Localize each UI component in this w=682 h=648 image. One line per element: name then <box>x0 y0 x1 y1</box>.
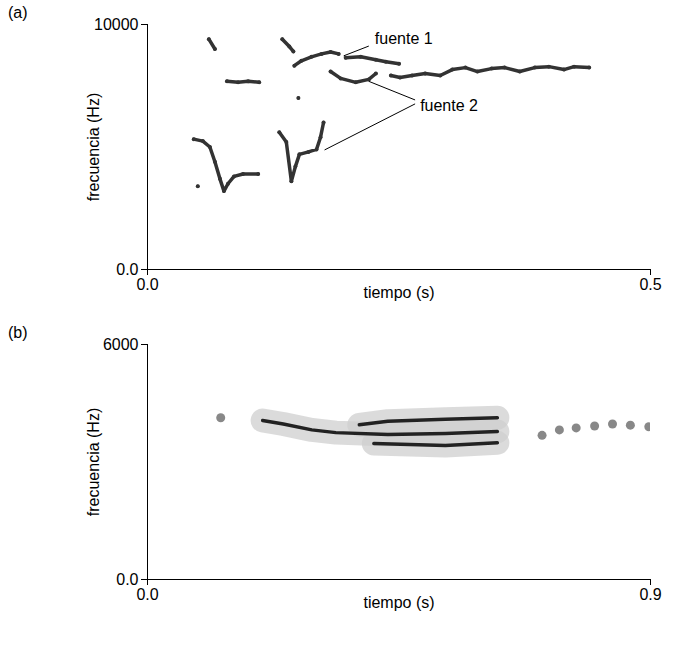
html-text:(b): (b) <box>8 324 28 341</box>
svg-text:frecuencia (Hz): frecuencia (Hz) <box>85 93 102 201</box>
svg-text:fuente 1: fuente 1 <box>375 30 433 47</box>
svg-text:tiempo (s): tiempo (s) <box>363 594 434 611</box>
html-text:(a): (a) <box>8 4 28 21</box>
svg-text:0.0: 0.0 <box>116 571 138 588</box>
svg-text:0.5: 0.5 <box>639 276 661 293</box>
svg-text:fuente 2: fuente 2 <box>420 97 478 114</box>
svg-text:frecuencia (Hz): frecuencia (Hz) <box>85 408 102 516</box>
svg-text:0.0: 0.0 <box>116 261 138 278</box>
svg-text:tiempo (s): tiempo (s) <box>363 284 434 301</box>
svg-text:10000: 10000 <box>94 16 139 33</box>
svg-text:6000: 6000 <box>103 336 139 353</box>
svg-text:0.0: 0.0 <box>136 276 158 293</box>
svg-text:0.0: 0.0 <box>136 586 158 603</box>
svg-text:0.9: 0.9 <box>639 586 661 603</box>
